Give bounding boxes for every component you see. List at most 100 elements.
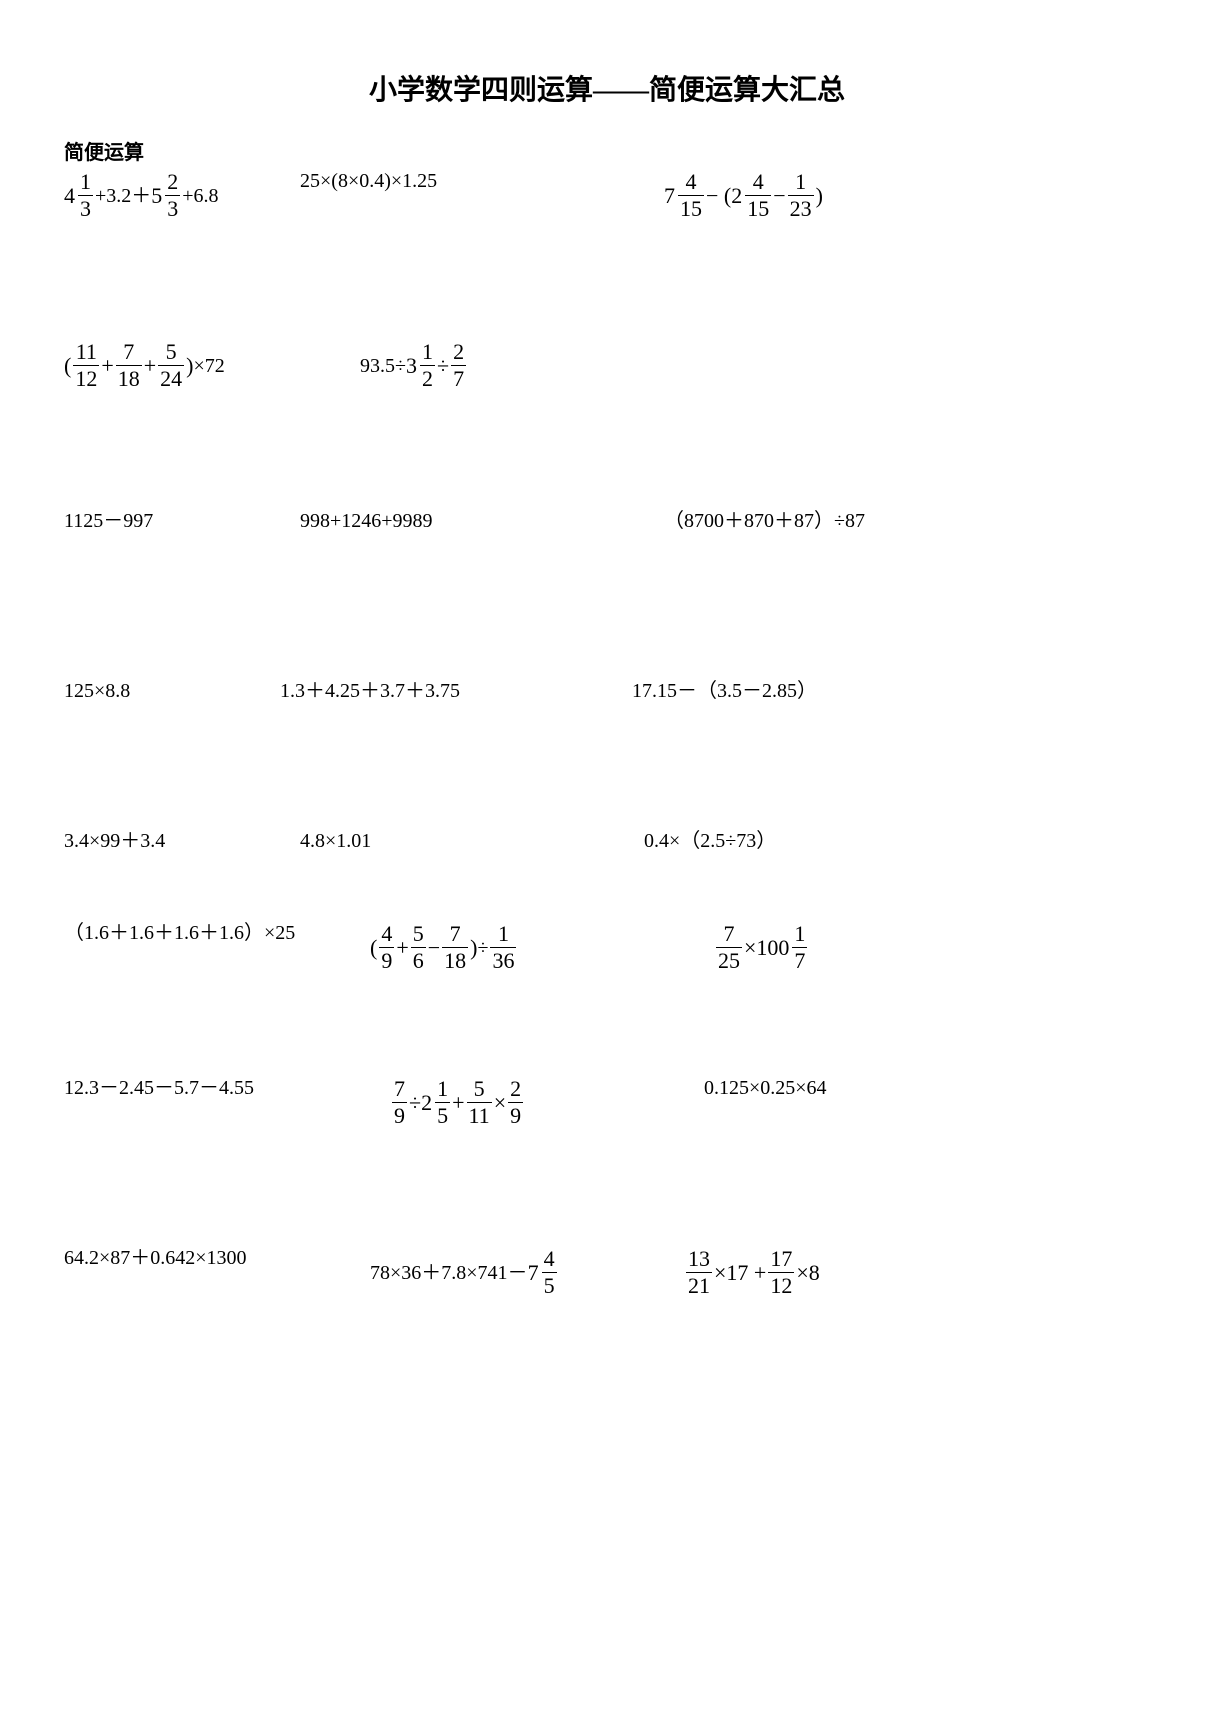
fraction: 524 bbox=[158, 341, 184, 390]
expression-text: + bbox=[396, 937, 408, 959]
fraction: 1712 bbox=[768, 1248, 794, 1297]
mixed-number: 312 bbox=[406, 341, 437, 390]
math-expression: 998+1246+9989 bbox=[300, 511, 433, 531]
expression-text: 1.6＋1.6＋1.6＋1.6 bbox=[84, 923, 244, 943]
math-expression: (1112 + 718 + 524)×72 bbox=[64, 341, 225, 390]
page-title: 小学数学四则运算——简便运算大汇总 bbox=[60, 68, 1154, 108]
math-expression: 78×36＋7.8×741－745 bbox=[370, 1248, 559, 1297]
math-expression: （1.6＋1.6＋1.6＋1.6）×25 bbox=[64, 923, 295, 943]
mixed-number: 523 bbox=[151, 171, 182, 220]
fraction: 1112 bbox=[73, 341, 99, 390]
expression-text: + bbox=[452, 1092, 464, 1114]
problem-cell: (1112 + 718 + 524)×72 bbox=[64, 341, 225, 390]
problem-row: （1.6＋1.6＋1.6＋1.6）×25 (49 + 56 − 718) ÷136… bbox=[60, 923, 1154, 1078]
expression-text: 125×8.8 bbox=[64, 681, 130, 701]
problem-row: 413+3.2＋523+6.8 25×(8×0.4)×1.25 7415 − (24… bbox=[60, 171, 1154, 341]
fraction: 45 bbox=[542, 1248, 557, 1297]
fraction: 56 bbox=[411, 923, 426, 972]
expression-text: ×17 + bbox=[714, 1262, 766, 1284]
math-expression: 1.3＋4.25＋3.7＋3.75 bbox=[280, 681, 460, 701]
problem-cell: （8700＋870＋87）÷87 bbox=[664, 511, 865, 531]
expression-text: +6.8 bbox=[182, 186, 218, 206]
expression-text: 1.3＋4.25＋3.7＋3.75 bbox=[280, 681, 460, 701]
expression-text: 0.125×0.25×64 bbox=[704, 1078, 827, 1098]
expression-text: ( bbox=[370, 937, 377, 959]
expression-text: × bbox=[744, 937, 756, 959]
problem-cell: 79 ÷ 215 + 511 × 29 bbox=[390, 1078, 525, 1127]
expression-text: 3.5－2.85 bbox=[717, 681, 797, 701]
fraction: 23 bbox=[165, 171, 180, 220]
fraction: 123 bbox=[788, 171, 814, 220]
problem-row: 64.2×87＋0.642×1300 78×36＋7.8×741－745 1321×… bbox=[60, 1248, 1154, 1428]
math-expression: 79 ÷ 215 + 511 × 29 bbox=[390, 1078, 525, 1127]
expression-text: ×8 bbox=[796, 1262, 819, 1284]
mixed-number: 413 bbox=[64, 171, 95, 220]
expression-text: ÷ bbox=[437, 355, 449, 377]
math-expression: 1321×17 + 1712×8 bbox=[684, 1248, 820, 1297]
fraction: 13 bbox=[78, 171, 93, 220]
mixed-number: 745 bbox=[528, 1248, 559, 1297]
expression-text: × bbox=[494, 1092, 506, 1114]
expression-text: 4.8×1.01 bbox=[300, 831, 371, 851]
expression-text: ） bbox=[244, 923, 264, 943]
math-expression: 4.8×1.01 bbox=[300, 831, 371, 851]
expression-text: 2.5÷73 bbox=[700, 831, 756, 851]
fraction: 718 bbox=[116, 341, 142, 390]
problem-row: 3.4×99＋3.4 4.8×1.01 0.4×（2.5÷73） bbox=[60, 831, 1154, 923]
expression-text: ÷ bbox=[478, 938, 489, 958]
expression-text: ÷ bbox=[409, 1092, 421, 1114]
expression-text: 3.4×99＋3.4 bbox=[64, 831, 165, 851]
problem-row: 125×8.81.3＋4.25＋3.7＋3.7517.15－（3.5－2.85） bbox=[60, 681, 1154, 831]
math-expression: 3.4×99＋3.4 bbox=[64, 831, 165, 851]
expression-text: ) bbox=[470, 937, 477, 959]
fraction: 29 bbox=[508, 1078, 523, 1127]
expression-text: 1125－997 bbox=[64, 511, 153, 531]
problem-cell: 93.5÷312 ÷ 27 bbox=[360, 341, 468, 390]
fraction: 718 bbox=[442, 923, 468, 972]
problem-cell: 413+3.2＋523+6.8 bbox=[64, 171, 219, 220]
fraction: 79 bbox=[392, 1078, 407, 1127]
problem-cell: 4.8×1.01 bbox=[300, 831, 371, 851]
problem-cell: 1321×17 + 1712×8 bbox=[684, 1248, 820, 1297]
section-label: 简便运算 bbox=[60, 136, 1154, 165]
expression-text: 64.2×87＋0.642×1300 bbox=[64, 1248, 247, 1268]
problem-cell: (49 + 56 − 718) ÷136 bbox=[370, 923, 518, 972]
math-expression: 0.4×（2.5÷73） bbox=[644, 831, 776, 851]
expression-text: + bbox=[101, 355, 113, 377]
fraction: 27 bbox=[451, 341, 466, 390]
expression-text: ) bbox=[816, 185, 823, 207]
expression-text: ÷87 bbox=[834, 511, 865, 531]
expression-text: 8700＋870＋87 bbox=[684, 511, 814, 531]
worksheet-page: 小学数学四则运算——简便运算大汇总 简便运算 413+3.2＋523+6.8 25… bbox=[0, 0, 1214, 1488]
math-expression: 12.3－2.45－5.7－4.55 bbox=[64, 1078, 254, 1098]
problem-cell: 3.4×99＋3.4 bbox=[64, 831, 165, 851]
problem-cell: 725×10017 bbox=[714, 923, 809, 972]
expression-text: 17.15－ bbox=[632, 681, 697, 701]
expression-text: ×72 bbox=[194, 356, 225, 376]
expression-text: （ bbox=[680, 831, 700, 851]
problem-cell: 25×(8×0.4)×1.25 bbox=[300, 171, 437, 191]
fraction: 725 bbox=[716, 923, 742, 972]
problem-grid: 413+3.2＋523+6.8 25×(8×0.4)×1.25 7415 − (24… bbox=[60, 171, 1154, 1428]
expression-text: 78×36＋7.8×741－ bbox=[370, 1263, 528, 1283]
expression-text: 25×(8×0.4)×1.25 bbox=[300, 171, 437, 191]
fraction: 415 bbox=[745, 171, 771, 220]
problem-row: 12.3－2.45－5.7－4.55 79 ÷ 215 + 511 × 29 0.1… bbox=[60, 1078, 1154, 1248]
expression-text: （ bbox=[64, 923, 84, 943]
problem-cell: 0.125×0.25×64 bbox=[704, 1078, 827, 1098]
mixed-number: 215 bbox=[421, 1078, 452, 1127]
problem-row: (1112 + 718 + 524)×72 93.5÷312 ÷ 27 bbox=[60, 341, 1154, 511]
math-expression: 125×8.8 bbox=[64, 681, 130, 701]
problem-cell: 1.3＋4.25＋3.7＋3.75 bbox=[280, 681, 460, 701]
problem-cell: 998+1246+9989 bbox=[300, 511, 433, 531]
math-expression: 7415 − (2415 − 123) bbox=[664, 171, 823, 220]
problem-row: 1125－997 998+1246+9989 （8700＋870＋87）÷87 bbox=[60, 511, 1154, 681]
fraction: 49 bbox=[379, 923, 394, 972]
expression-text: 93.5÷ bbox=[360, 356, 406, 376]
math-expression: 1125－997 bbox=[64, 511, 153, 531]
problem-cell: 0.4×（2.5÷73） bbox=[644, 831, 776, 851]
mixed-number: 7415 bbox=[664, 171, 706, 220]
fraction: 17 bbox=[792, 923, 807, 972]
problem-cell: 64.2×87＋0.642×1300 bbox=[64, 1248, 247, 1268]
problem-cell: 7415 − (2415 − 123) bbox=[664, 171, 823, 220]
